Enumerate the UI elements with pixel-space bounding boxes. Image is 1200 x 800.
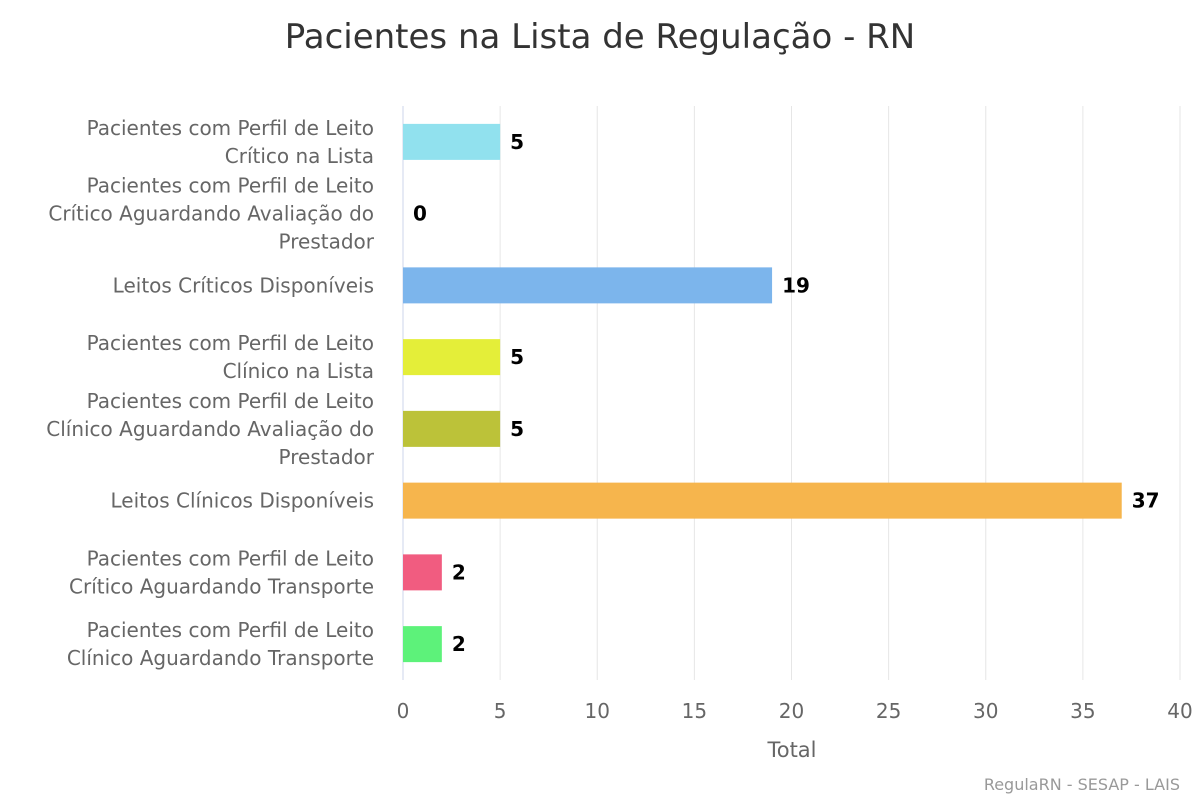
category-label: Pacientes com Perfil de Leito Clínico Agu… — [67, 618, 374, 670]
category-label-line: Prestador — [279, 445, 375, 469]
category-label-line: Pacientes com Perfil de Leito — [87, 116, 374, 140]
category-label-line: Crítico Aguardando Avaliação do — [48, 202, 374, 226]
category-label-line: Crítico na Lista — [225, 144, 374, 168]
data-label: 2 — [452, 560, 466, 584]
data-label: 2 — [452, 632, 466, 656]
data-labels: 5 0 19 5 5 37 2 2 — [413, 130, 1160, 656]
chart-title: Pacientes na Lista de Regulação - RN — [285, 17, 915, 57]
category-label: Leitos Clínicos Disponíveis — [111, 489, 375, 513]
x-tick-label: 15 — [682, 699, 707, 723]
bar[interactable] — [403, 482, 1122, 519]
bar[interactable] — [403, 267, 773, 304]
category-label: Pacientes com Perfil de Leito Crítico Agu… — [69, 546, 374, 598]
category-label: Pacientes com Perfil de Leito Clínico Agu… — [46, 389, 375, 469]
x-axis-title: Total — [766, 738, 816, 762]
category-label-line: Pacientes com Perfil de Leito — [87, 174, 374, 198]
bar[interactable] — [403, 123, 501, 160]
bar[interactable] — [403, 410, 501, 447]
data-label: 0 — [413, 202, 427, 226]
category-label-line: Pacientes com Perfil de Leito — [87, 546, 374, 570]
category-label-line: Pacientes com Perfil de Leito — [87, 331, 374, 355]
category-label-line: Leitos Críticos Disponíveis — [113, 273, 374, 297]
category-label-line: Pacientes com Perfil de Leito — [87, 618, 374, 642]
x-tick-label: 35 — [1070, 699, 1095, 723]
category-label: Pacientes com Perfil de Leito Crítico Agu… — [48, 174, 374, 254]
category-labels: Pacientes com Perfil de Leito Crítico na … — [46, 116, 375, 670]
gridlines — [402, 106, 1181, 680]
category-label-line: Pacientes com Perfil de Leito — [87, 389, 374, 413]
bars — [403, 123, 1122, 663]
category-label-line: Prestador — [279, 230, 375, 254]
x-tick-label: 40 — [1167, 699, 1192, 723]
category-label-line: Leitos Clínicos Disponíveis — [111, 489, 375, 513]
data-label: 5 — [510, 130, 524, 154]
x-tick-label: 0 — [397, 699, 410, 723]
category-label-line: Clínico Aguardando Transporte — [67, 646, 374, 670]
category-label: Leitos Críticos Disponíveis — [113, 273, 374, 297]
category-label: Pacientes com Perfil de Leito Clínico na … — [87, 331, 374, 383]
data-label: 5 — [510, 345, 524, 369]
x-axis-ticks: 0 5 10 15 20 25 30 35 40 — [397, 699, 1193, 723]
bar[interactable] — [403, 626, 442, 663]
bar[interactable] — [403, 554, 442, 591]
data-label: 19 — [782, 273, 810, 297]
x-tick-label: 25 — [876, 699, 901, 723]
category-label-line: Clínico na Lista — [223, 359, 374, 383]
credits-text: RegulaRN - SESAP - LAIS — [984, 775, 1180, 794]
bar[interactable] — [403, 339, 501, 376]
data-label: 5 — [510, 417, 524, 441]
category-label-line: Crítico Aguardando Transporte — [69, 574, 374, 598]
x-tick-label: 20 — [779, 699, 804, 723]
x-tick-label: 30 — [973, 699, 998, 723]
data-label: 37 — [1132, 489, 1160, 513]
x-tick-label: 5 — [494, 699, 507, 723]
x-tick-label: 10 — [585, 699, 610, 723]
category-label: Pacientes com Perfil de Leito Crítico na … — [87, 116, 374, 168]
category-label-line: Clínico Aguardando Avaliação do — [46, 417, 374, 441]
